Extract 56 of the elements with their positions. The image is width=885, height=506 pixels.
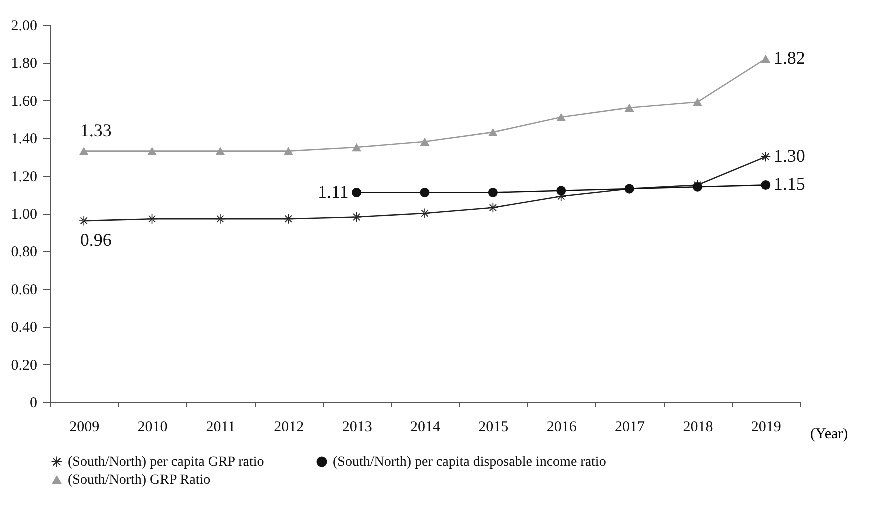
point (761, 54, 771, 64)
point (216, 214, 226, 224)
x-tick-label: 2012 (274, 420, 304, 436)
point (352, 212, 362, 222)
y-tick-label: 1.00 (11, 207, 38, 223)
x-axis-title: (Year) (810, 426, 848, 442)
point (624, 104, 634, 112)
data-label: 1.82 (774, 48, 806, 68)
y-tick-label: 1.80 (11, 56, 38, 72)
y-tick-label: 1.60 (11, 94, 38, 110)
point (420, 138, 430, 146)
data-label: 0.96 (80, 230, 112, 250)
y-tick-label: 0.20 (11, 358, 38, 374)
y-tick-label: 0.40 (11, 320, 38, 336)
point (556, 113, 566, 122)
point (761, 180, 771, 190)
data-label: 1.33 (80, 120, 112, 140)
y-tick-label: 1.20 (11, 169, 38, 186)
x-tick-label: 2011 (206, 420, 236, 436)
x-tick-label: 2013 (342, 420, 372, 436)
point (488, 203, 498, 213)
legend-label: (South/North) per capita disposable income ratio (333, 455, 606, 470)
data-label: 1.15 (774, 174, 806, 194)
data-label: 1.30 (774, 146, 806, 166)
x-tick-label: 2019 (751, 420, 782, 436)
point (148, 147, 158, 156)
point (556, 186, 566, 196)
point (761, 152, 771, 162)
point (148, 214, 158, 224)
point (420, 208, 430, 218)
point (79, 147, 89, 156)
y-tick-label: 0 (30, 396, 38, 412)
legend-label: (South/North) per capita GRP ratio (68, 455, 264, 470)
y-tick-label: 2.00 (11, 18, 38, 34)
point (352, 143, 362, 152)
legend-label: (South/North) GRP Ratio (68, 473, 211, 488)
point (216, 147, 226, 156)
y-tick-label: 0.60 (11, 282, 38, 298)
point (284, 214, 294, 224)
x-tick-label: 2009 (70, 420, 100, 436)
point (352, 188, 362, 198)
point (79, 216, 89, 226)
data-label: 1.11 (318, 182, 349, 202)
point (488, 128, 498, 137)
x-tick-label: 2015 (478, 420, 509, 436)
x-tick-label: 2016 (546, 420, 578, 436)
x-tick-label: 2018 (683, 420, 714, 436)
point (284, 147, 294, 156)
x-tick-label: 2017 (615, 420, 646, 436)
point (692, 98, 702, 106)
y-tick-label: 0.80 (11, 244, 38, 261)
point (488, 188, 498, 198)
x-tick-label: 2010 (138, 420, 168, 436)
point (420, 188, 430, 198)
x-tick-label: 2014 (410, 420, 441, 436)
y-tick-label: 1.40 (11, 132, 38, 148)
